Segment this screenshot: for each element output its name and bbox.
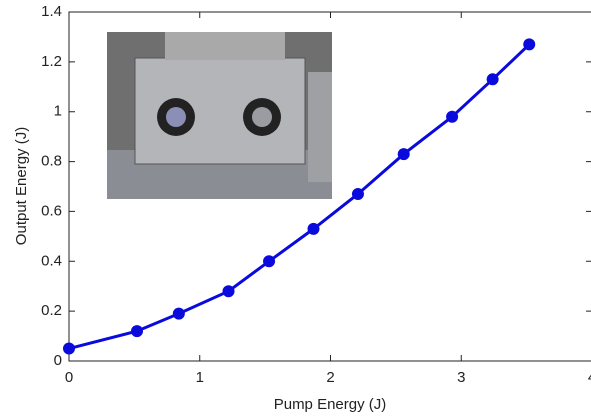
- y-tick-label: 1: [54, 103, 62, 120]
- x-tick-label: 4: [588, 369, 591, 386]
- data-point: [397, 148, 410, 161]
- y-tick-label: 1.4: [41, 3, 62, 20]
- y-axis-label: Output Energy (J): [13, 127, 30, 245]
- y-tick-label: 0.2: [41, 302, 62, 319]
- data-point: [351, 187, 364, 200]
- data-point: [446, 110, 459, 123]
- axes-box: [68, 11, 591, 362]
- x-tick-label: 3: [457, 369, 465, 386]
- data-point: [63, 342, 75, 355]
- data-point: [130, 325, 143, 338]
- data-point: [307, 222, 320, 235]
- y-tick-label: 0.4: [41, 252, 62, 269]
- y-tick-label: 0.8: [41, 153, 62, 170]
- data-point: [263, 255, 276, 268]
- x-tick-label: 1: [196, 369, 204, 386]
- x-axis-label: Pump Energy (J): [274, 396, 387, 413]
- y-tick-label: 0: [54, 352, 62, 369]
- y-tick-label: 0.6: [41, 202, 62, 219]
- data-point: [222, 285, 235, 298]
- x-tick-label: 2: [326, 369, 334, 386]
- y-tick-label: 1.2: [41, 53, 62, 70]
- data-point: [486, 73, 499, 86]
- inset-photo: [107, 32, 332, 199]
- data-point: [523, 38, 536, 51]
- data-point: [172, 307, 185, 320]
- x-tick-label: 0: [65, 369, 73, 386]
